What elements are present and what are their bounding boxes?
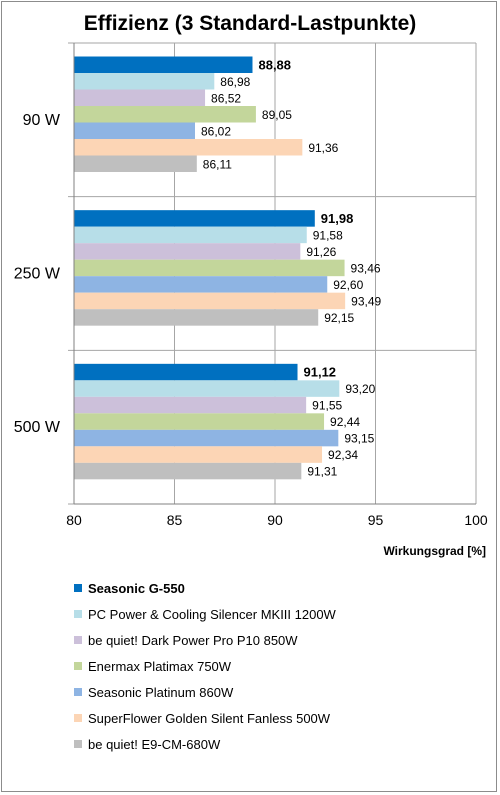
legend-label: Enermax Platimax 750W — [88, 658, 232, 674]
bar-value-label: 86,52 — [211, 91, 241, 105]
x-tick-label: 95 — [368, 512, 384, 528]
legend-item: SuperFlower Golden Silent Fanless 500W — [74, 708, 330, 728]
bar-value-label: 93,20 — [345, 382, 375, 396]
bar — [74, 462, 302, 480]
bar — [74, 226, 307, 244]
bar — [74, 73, 215, 90]
legend-label: SuperFlower Golden Silent Fanless 500W — [88, 710, 331, 726]
bar — [74, 106, 256, 123]
x-tick-label: 85 — [167, 512, 183, 528]
bar-value-label: 86,98 — [220, 75, 250, 89]
bar-value-label: 88,88 — [258, 57, 291, 72]
bar — [74, 56, 253, 73]
x-tick-label: 90 — [267, 512, 283, 528]
legend-item: Enermax Platimax 750W — [74, 656, 231, 676]
bar — [74, 363, 298, 381]
bar — [74, 139, 303, 156]
x-axis-title: Wirkungsgrad [%] — [383, 544, 486, 558]
axes: 80 85 90 95 100 Wirkungsgrad [%] 90 W 250 W 500 … — [14, 43, 488, 558]
y-category-label: 500 W — [14, 419, 61, 436]
bar — [74, 380, 340, 397]
bar — [74, 446, 323, 463]
bar-value-label: 89,05 — [262, 108, 292, 122]
x-tick-label: 80 — [66, 512, 82, 528]
legend-label: be quiet! E9-CM-680W — [88, 736, 221, 752]
x-tick-label: 100 — [464, 512, 488, 528]
bar — [74, 122, 196, 139]
legend-swatch — [74, 662, 82, 670]
bar-value-label: 91,55 — [312, 399, 342, 413]
bar — [74, 276, 328, 293]
bar-value-label: 91,58 — [313, 228, 343, 242]
legend-label: be quiet! Dark Power Pro P10 850W — [88, 632, 298, 648]
bar-value-label: 91,31 — [307, 465, 337, 479]
legend-swatch — [74, 636, 82, 644]
legend-swatch — [74, 688, 82, 696]
bars — [74, 56, 346, 480]
legend-swatch — [74, 610, 82, 618]
bar — [74, 292, 346, 310]
bar-value-label: 91,26 — [306, 245, 336, 259]
legend-item: PC Power & Cooling Silencer MKIII 1200W — [74, 604, 336, 624]
y-category-label: 250 W — [14, 266, 61, 283]
bar-value-label: 93,15 — [344, 432, 374, 446]
chart-title: Effizienz (3 Standard-Lastpunkte) — [83, 12, 417, 35]
legend-swatch — [74, 714, 82, 722]
bar-value-label: 86,11 — [203, 157, 232, 171]
legend-item: Seasonic Platinum 860W — [74, 682, 233, 702]
data-labels: 88,88 86,98 86,52 89,05 86,02 91,36 86,11 91,98… — [201, 57, 382, 478]
bar — [74, 210, 315, 227]
bar-value-label: 86,02 — [201, 124, 231, 138]
legend-item: Seasonic G-550 — [74, 578, 185, 598]
y-category-label: 90 W — [23, 112, 61, 129]
bar — [74, 396, 307, 414]
bar-value-label: 93,49 — [351, 294, 381, 308]
bar-value-label: 91,36 — [308, 141, 338, 155]
bar — [74, 155, 197, 172]
legend-label: Seasonic Platinum 860W — [88, 684, 234, 700]
bar — [74, 89, 206, 106]
bar-value-label: 92,15 — [324, 311, 354, 325]
legend-item: be quiet! Dark Power Pro P10 850W — [74, 630, 298, 650]
legend-label: PC Power & Cooling Silencer MKIII 1200W — [88, 606, 336, 622]
legend-swatch — [74, 584, 82, 592]
legend-item: be quiet! E9-CM-680W — [74, 734, 220, 754]
bar-value-label: 92,34 — [328, 448, 358, 462]
legend-label: Seasonic G-550 — [88, 580, 185, 596]
bar — [74, 429, 339, 447]
bar-value-label: 92,44 — [330, 415, 360, 429]
bar — [74, 413, 325, 430]
legend-swatch — [74, 740, 82, 748]
bar-value-label: 91,98 — [321, 211, 354, 226]
bar — [74, 309, 319, 326]
bar — [74, 243, 301, 260]
bar-value-label: 91,12 — [304, 365, 337, 380]
bar-value-label: 93,46 — [351, 261, 381, 275]
bar — [74, 259, 345, 277]
bar-value-label: 92,60 — [333, 278, 363, 292]
